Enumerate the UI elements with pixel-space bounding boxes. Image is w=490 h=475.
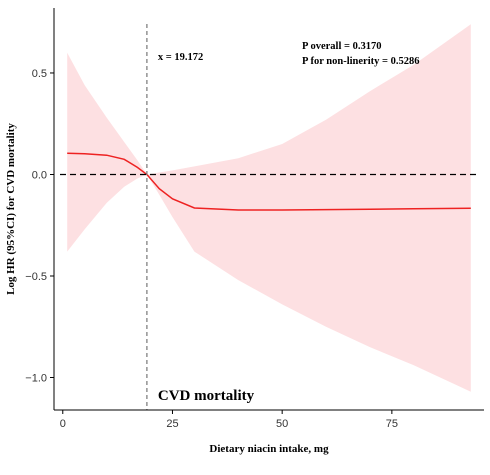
y-tick-label: 0.0 xyxy=(32,169,47,181)
series-line-layer xyxy=(67,152,471,211)
x-tick-label: 75 xyxy=(386,418,398,430)
y-tick-label: −1.0 xyxy=(25,373,47,385)
y-axis-title: Log HR (95%CI) for CVD mortality xyxy=(5,123,17,295)
hazard-ratio-curve xyxy=(67,152,471,211)
p-nonlinearity-annotation: P for non-linerity = 0.5286 xyxy=(302,56,420,67)
x-ticks: 0 25 50 75 xyxy=(60,410,398,430)
confidence-band-layer xyxy=(67,24,471,392)
y-ticks: −1.0 −0.5 0.0 0.5 xyxy=(25,68,54,385)
confidence-band xyxy=(67,24,471,392)
y-tick-label: −0.5 xyxy=(25,271,47,283)
y-tick-label: 0.5 xyxy=(32,68,47,80)
x-tick-label: 25 xyxy=(166,418,178,430)
x-tick-label: 0 xyxy=(60,418,66,430)
x-tick-label: 50 xyxy=(276,418,288,430)
chart-title: CVD mortality xyxy=(158,388,255,404)
x-axis-title: Dietary niacin intake, mg xyxy=(209,443,329,455)
cutoff-label: x = 19.172 xyxy=(158,52,203,63)
p-overall-annotation: P overall = 0.3170 xyxy=(302,41,381,52)
